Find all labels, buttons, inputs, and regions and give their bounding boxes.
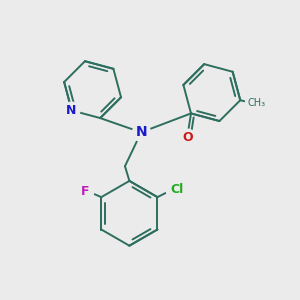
Text: N: N bbox=[135, 125, 147, 139]
Text: Cl: Cl bbox=[170, 183, 183, 196]
Text: N: N bbox=[66, 104, 76, 117]
Text: O: O bbox=[182, 131, 193, 144]
Text: F: F bbox=[81, 185, 89, 198]
Text: CH₃: CH₃ bbox=[248, 98, 266, 108]
